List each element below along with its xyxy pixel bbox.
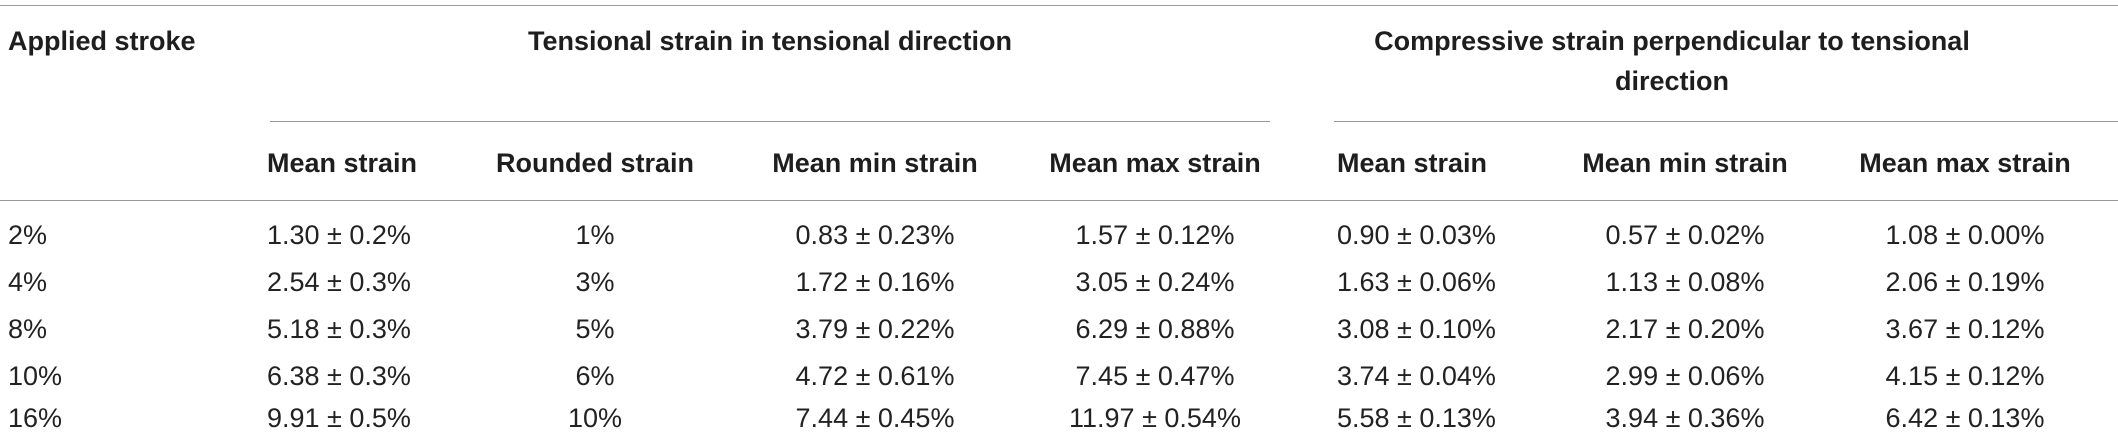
cell-compressive-mean-strain: 5.58 ± 0.13% <box>1337 403 1496 433</box>
header-tensional-mean-max-strain: Mean max strain <box>1049 148 1261 178</box>
cell-tensional-rounded-strain: 10% <box>567 403 623 433</box>
header-tensional-rounded-strain: Rounded strain <box>495 148 694 178</box>
cell-compressive-mean-max-strain: 6.42 ± 0.13% <box>1885 403 2045 433</box>
cell-tensional-rounded-strain: 1% <box>575 220 615 250</box>
cell-tensional-mean-strain: 6.38 ± 0.3% <box>267 361 411 391</box>
table-row: 10% 6.38 ± 0.3% 6% 4.72 ± 0.61% 7.45 ± 0… <box>0 356 2118 396</box>
table-row: 16% 9.91 ± 0.5% 10% 7.44 ± 0.45% 11.97 ±… <box>0 398 2118 438</box>
header-bottom-rule <box>0 200 2118 201</box>
cell-compressive-mean-min-strain: 0.57 ± 0.02% <box>1605 220 1765 250</box>
group-rule-compressive <box>1334 121 2118 122</box>
cell-applied-stroke: 8% <box>8 314 48 344</box>
cell-compressive-mean-min-strain: 3.94 ± 0.36% <box>1605 403 1765 433</box>
cell-tensional-mean-max-strain: 11.97 ± 0.54% <box>1069 403 1241 433</box>
cell-compressive-mean-strain: 3.08 ± 0.10% <box>1337 314 1496 344</box>
cell-tensional-rounded-strain: 3% <box>575 267 615 297</box>
cell-compressive-mean-max-strain: 1.08 ± 0.00% <box>1885 220 2045 250</box>
cell-tensional-mean-strain: 9.91 ± 0.5% <box>267 403 411 433</box>
cell-applied-stroke: 2% <box>8 220 48 250</box>
cell-applied-stroke: 10% <box>8 361 63 391</box>
header-compressive-mean-max-strain: Mean max strain <box>1859 148 2071 178</box>
cell-compressive-mean-max-strain: 4.15 ± 0.12% <box>1885 361 2045 391</box>
cell-compressive-mean-strain: 0.90 ± 0.03% <box>1337 220 1496 250</box>
header-compressive-mean-strain: Mean strain <box>1337 148 1488 178</box>
cell-applied-stroke: 16% <box>8 403 63 433</box>
cell-compressive-mean-min-strain: 2.99 ± 0.06% <box>1605 361 1765 391</box>
header-compressive-mean-min-strain: Mean min strain <box>1582 148 1788 178</box>
cell-tensional-mean-min-strain: 7.44 ± 0.45% <box>795 403 955 433</box>
cell-tensional-rounded-strain: 6% <box>575 361 615 391</box>
cell-tensional-mean-strain: 5.18 ± 0.3% <box>267 314 411 344</box>
cell-tensional-mean-min-strain: 3.79 ± 0.22% <box>795 314 955 344</box>
cell-tensional-mean-min-strain: 1.72 ± 0.16% <box>795 267 955 297</box>
cell-compressive-mean-max-strain: 2.06 ± 0.19% <box>1885 267 2045 297</box>
cell-tensional-rounded-strain: 5% <box>575 314 615 344</box>
group-title-tensional: Tensional strain in tensional direction <box>527 26 1013 56</box>
group-rule-tensional <box>270 121 1270 122</box>
cell-tensional-mean-strain: 1.30 ± 0.2% <box>267 220 411 250</box>
cell-compressive-mean-strain: 3.74 ± 0.04% <box>1337 361 1496 391</box>
cell-tensional-mean-max-strain: 1.57 ± 0.12% <box>1075 220 1235 250</box>
group-title-compressive: Compressive strain perpendicular to tens… <box>1374 26 1970 96</box>
header-tensional-mean-min-strain: Mean min strain <box>772 148 978 178</box>
cell-tensional-mean-max-strain: 6.29 ± 0.88% <box>1075 314 1235 344</box>
table-row: 4% 2.54 ± 0.3% 3% 1.72 ± 0.16% 3.05 ± 0.… <box>0 262 2118 302</box>
cell-compressive-mean-max-strain: 3.67 ± 0.12% <box>1885 314 2045 344</box>
cell-compressive-mean-min-strain: 1.13 ± 0.08% <box>1605 267 1765 297</box>
cell-compressive-mean-min-strain: 2.17 ± 0.20% <box>1605 314 1765 344</box>
header-tensional-mean-strain: Mean strain <box>267 148 418 178</box>
table-row: 8% 5.18 ± 0.3% 5% 3.79 ± 0.22% 6.29 ± 0.… <box>0 309 2118 349</box>
cell-tensional-mean-min-strain: 0.83 ± 0.23% <box>795 220 955 250</box>
cell-applied-stroke: 4% <box>8 267 48 297</box>
cell-tensional-mean-max-strain: 3.05 ± 0.24% <box>1075 267 1235 297</box>
cell-compressive-mean-strain: 1.63 ± 0.06% <box>1337 267 1496 297</box>
header-applied-stroke: Applied stroke <box>8 26 196 56</box>
cell-tensional-mean-strain: 2.54 ± 0.3% <box>267 267 411 297</box>
cell-tensional-mean-min-strain: 4.72 ± 0.61% <box>795 361 955 391</box>
top-rule <box>0 5 2118 6</box>
cell-tensional-mean-max-strain: 7.45 ± 0.47% <box>1075 361 1235 391</box>
table-row: 2% 1.30 ± 0.2% 1% 0.83 ± 0.23% 1.57 ± 0.… <box>0 215 2118 255</box>
